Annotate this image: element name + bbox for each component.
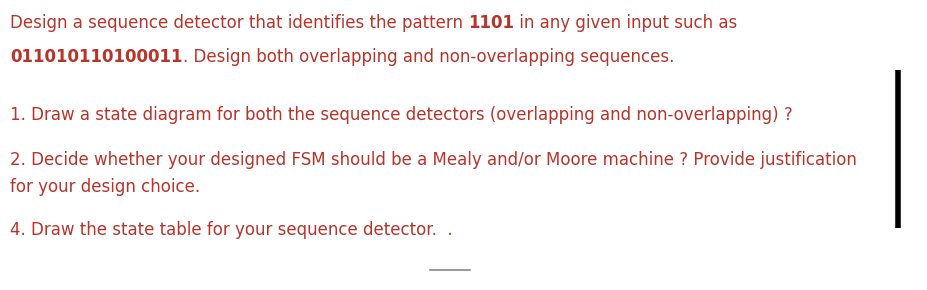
Text: 1101: 1101 [468, 14, 514, 32]
Text: 2. Decide whether your designed FSM should be a Mealy and/or Moore machine ? Pro: 2. Decide whether your designed FSM shou… [10, 151, 856, 169]
Text: 011010110100011: 011010110100011 [10, 48, 183, 66]
Text: 4. Draw the state table for your sequence detector.  .: 4. Draw the state table for your sequenc… [10, 221, 452, 239]
Text: in any given input such as: in any given input such as [514, 14, 737, 32]
Text: Design a sequence detector that identifies the pattern: Design a sequence detector that identifi… [10, 14, 468, 32]
Text: 1. Draw a state diagram for both the sequence detectors (overlapping and non-ove: 1. Draw a state diagram for both the seq… [10, 106, 792, 124]
Text: for your design choice.: for your design choice. [10, 178, 200, 196]
Text: . Design both overlapping and non-overlapping sequences.: . Design both overlapping and non-overla… [183, 48, 673, 66]
